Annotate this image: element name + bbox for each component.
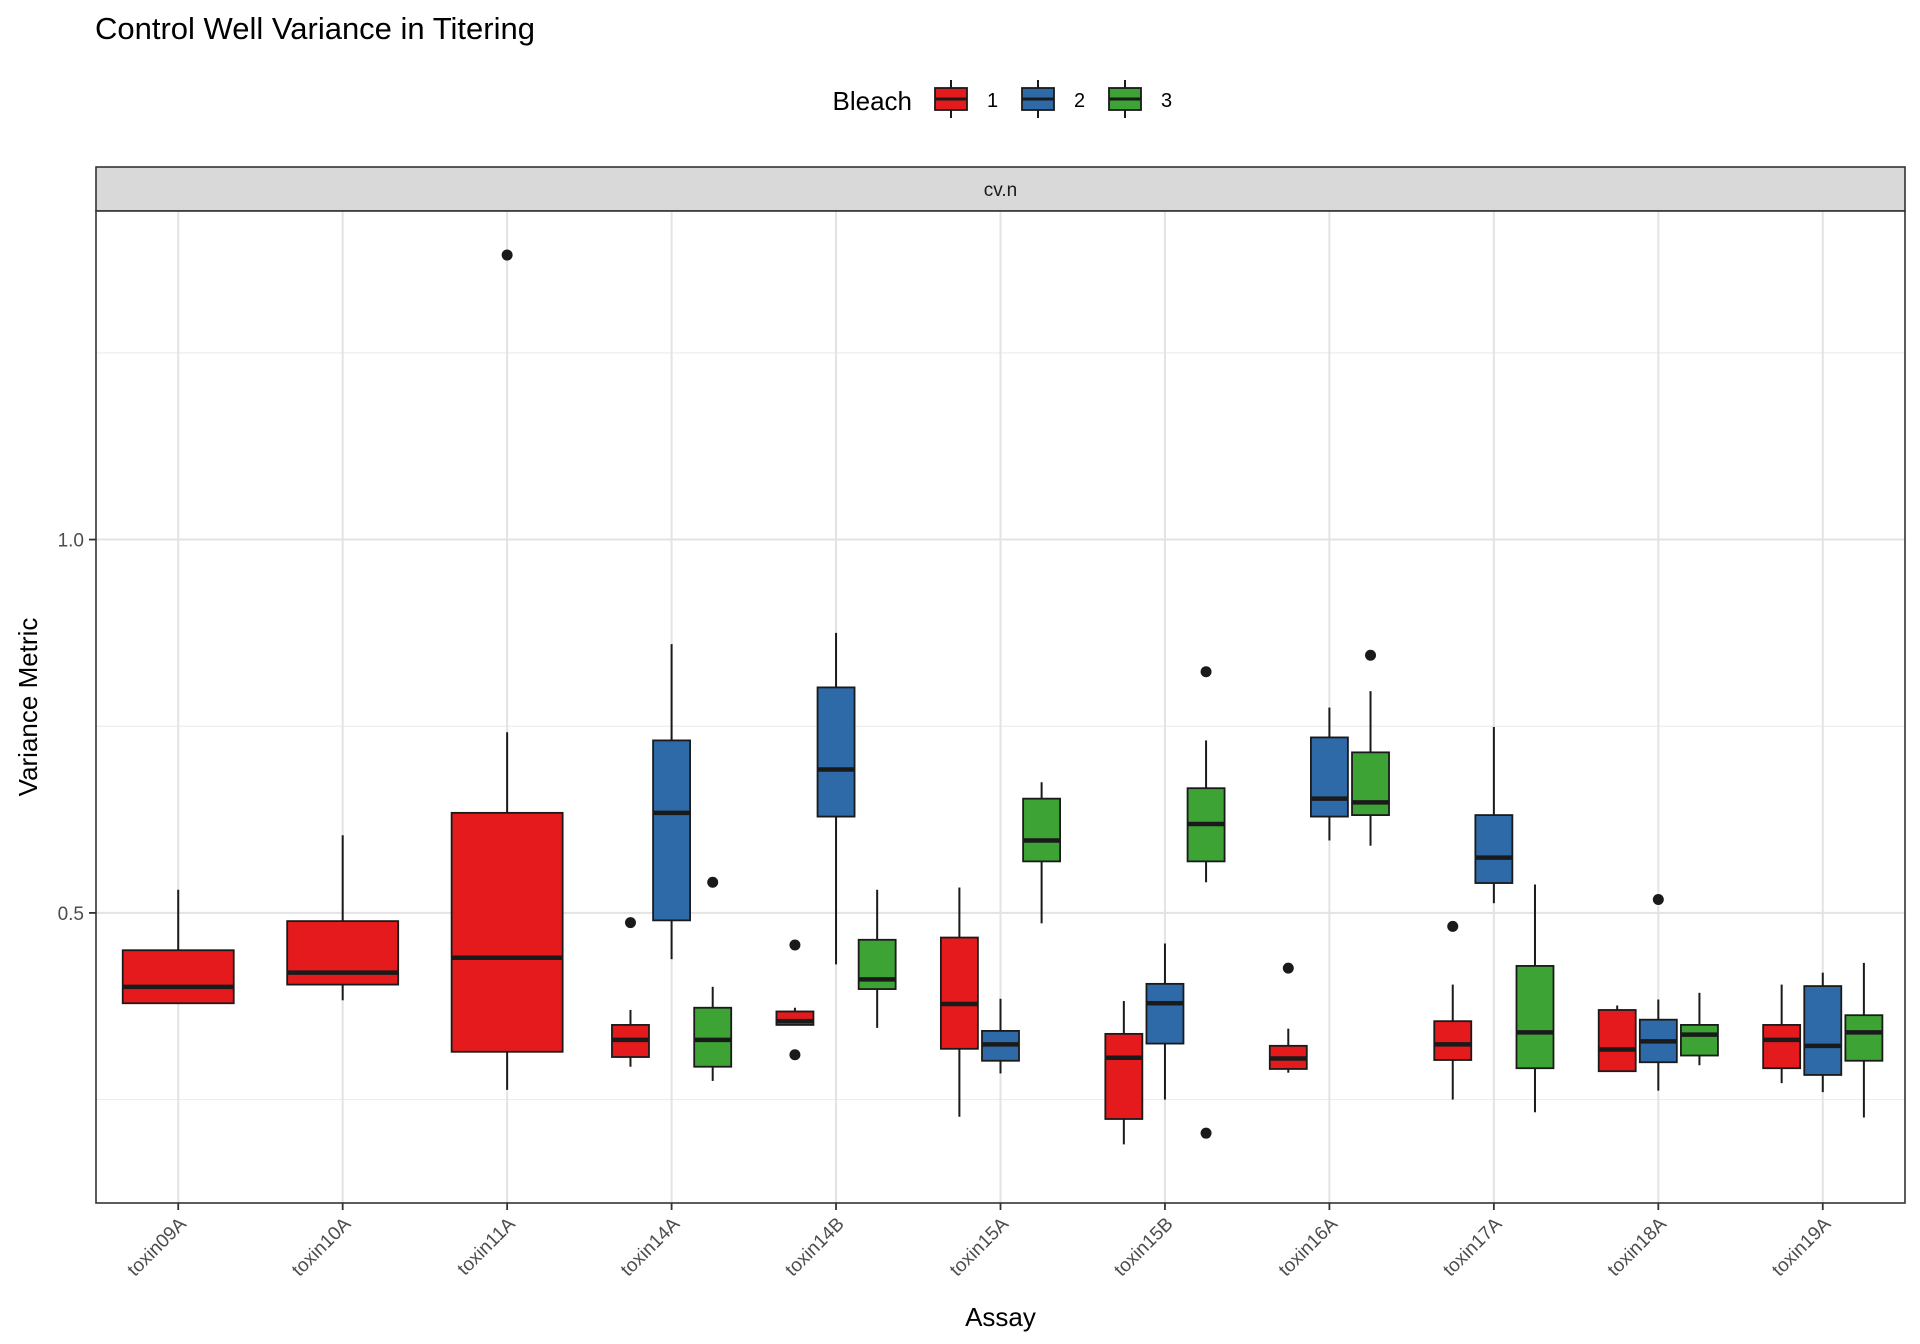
box-body xyxy=(1762,1024,1802,1070)
box-body xyxy=(816,686,856,818)
box-toxin18A-bleach-3 xyxy=(1680,992,1719,1066)
x-tick-label: toxin16A xyxy=(1275,1213,1342,1280)
outlier-point xyxy=(501,249,513,261)
x-tick-label: toxin10A xyxy=(288,1213,355,1280)
outlier-point xyxy=(1447,920,1459,932)
box-body xyxy=(121,949,235,1005)
box-body xyxy=(1351,751,1390,816)
box-body xyxy=(1680,1024,1719,1057)
box-body xyxy=(450,811,564,1053)
box-toxin15A-bleach-2 xyxy=(981,998,1020,1074)
box-toxin11A-bleach-1 xyxy=(450,249,564,1090)
box-toxin14A-bleach-3 xyxy=(693,876,733,1081)
box-toxin17A-bleach-1 xyxy=(1433,920,1473,1100)
box-toxin18A-bleach-1 xyxy=(1597,1005,1637,1073)
facet-strip xyxy=(95,166,1906,212)
legend-label: 3 xyxy=(1161,90,1172,112)
box-toxin14A-bleach-2 xyxy=(652,644,691,960)
box-body xyxy=(1803,985,1843,1076)
x-tick-label: toxin17A xyxy=(1439,1213,1506,1280)
box-body xyxy=(1474,814,1514,884)
y-axis: 0.5 1.0 xyxy=(58,531,96,925)
legend-title: Bleach xyxy=(833,86,913,116)
box-toxin16A-bleach-1 xyxy=(1268,962,1308,1073)
box-toxin19A-bleach-2 xyxy=(1803,972,1843,1093)
plot-panel: cv.n xyxy=(95,166,1906,1204)
box-toxin18A-bleach-2 xyxy=(1638,893,1678,1091)
box-toxin14B-bleach-3 xyxy=(857,889,897,1028)
box-toxin19A-bleach-1 xyxy=(1762,984,1802,1084)
y-tick-label: 0.5 xyxy=(58,904,84,925)
box-toxin17A-bleach-3 xyxy=(1515,884,1555,1113)
outlier-point xyxy=(707,876,719,888)
legend-key-bleach-3: 3 xyxy=(1108,80,1172,118)
box-body xyxy=(1433,1020,1473,1061)
box-toxin09A-bleach-1 xyxy=(121,889,235,1005)
outlier-point xyxy=(789,939,801,951)
box-toxin10A-bleach-1 xyxy=(286,835,400,1001)
box-toxin15A-bleach-1 xyxy=(939,887,979,1117)
x-tick-label: toxin14A xyxy=(617,1213,684,1280)
facet-label: cv.n xyxy=(984,180,1017,201)
box-body xyxy=(1844,1014,1884,1062)
box-toxin16A-bleach-2 xyxy=(1310,707,1349,841)
x-tick-label: toxin14B xyxy=(781,1214,848,1281)
box-body xyxy=(857,938,897,990)
outlier-point xyxy=(1200,666,1212,678)
outlier-point xyxy=(789,1049,801,1061)
legend-label: 2 xyxy=(1074,90,1085,112)
x-tick-label: toxin18A xyxy=(1604,1213,1671,1280)
box-body xyxy=(939,936,979,1050)
box-body xyxy=(1310,736,1349,818)
x-tick-label: toxin09A xyxy=(124,1213,191,1280)
legend: Bleach 1 2 3 xyxy=(833,80,1172,118)
box-toxin16A-bleach-3 xyxy=(1351,649,1390,846)
box-body xyxy=(1515,965,1555,1070)
y-axis-title: Variance Metric xyxy=(13,618,43,797)
x-axis-title: Assay xyxy=(965,1302,1036,1332)
box-toxin14B-bleach-1 xyxy=(775,939,815,1061)
box-body xyxy=(286,920,400,986)
box-toxin19A-bleach-3 xyxy=(1844,962,1884,1118)
box-body xyxy=(1597,1009,1637,1073)
outlier-point xyxy=(1282,962,1294,974)
outlier-point xyxy=(624,917,636,929)
chart-title: Control Well Variance in Titering xyxy=(95,11,535,46)
legend-label: 1 xyxy=(987,90,998,112)
legend-key-bleach-2: 2 xyxy=(1021,80,1085,118)
x-tick-label: toxin15A xyxy=(946,1213,1013,1280)
boxes xyxy=(121,249,1884,1145)
box-body xyxy=(693,1006,733,1068)
box-body xyxy=(1104,1032,1144,1120)
x-axis: toxin09A toxin10A toxin11A toxin14A toxin14B… xyxy=(124,1203,1836,1281)
outlier-point xyxy=(1652,893,1664,905)
x-tick-label: toxin15B xyxy=(1110,1214,1177,1281)
outlier-point xyxy=(1365,649,1377,661)
x-tick-label: toxin19A xyxy=(1768,1213,1835,1280)
box-toxin17A-bleach-2 xyxy=(1474,726,1514,904)
box-toxin15B-bleach-3 xyxy=(1186,666,1226,1139)
box-body xyxy=(1022,797,1062,863)
outlier-point xyxy=(1200,1127,1212,1139)
y-tick-label: 1.0 xyxy=(58,531,84,552)
box-toxin15B-bleach-2 xyxy=(1145,943,1185,1100)
box-toxin15A-bleach-3 xyxy=(1022,782,1062,924)
box-body xyxy=(652,739,691,922)
box-toxin14A-bleach-1 xyxy=(611,917,650,1067)
legend-key-bleach-1: 1 xyxy=(934,80,998,118)
x-tick-label: toxin11A xyxy=(454,1213,520,1279)
box-toxin14B-bleach-2 xyxy=(816,632,856,965)
box-body xyxy=(1145,982,1185,1045)
box-toxin15B-bleach-1 xyxy=(1104,1001,1144,1145)
